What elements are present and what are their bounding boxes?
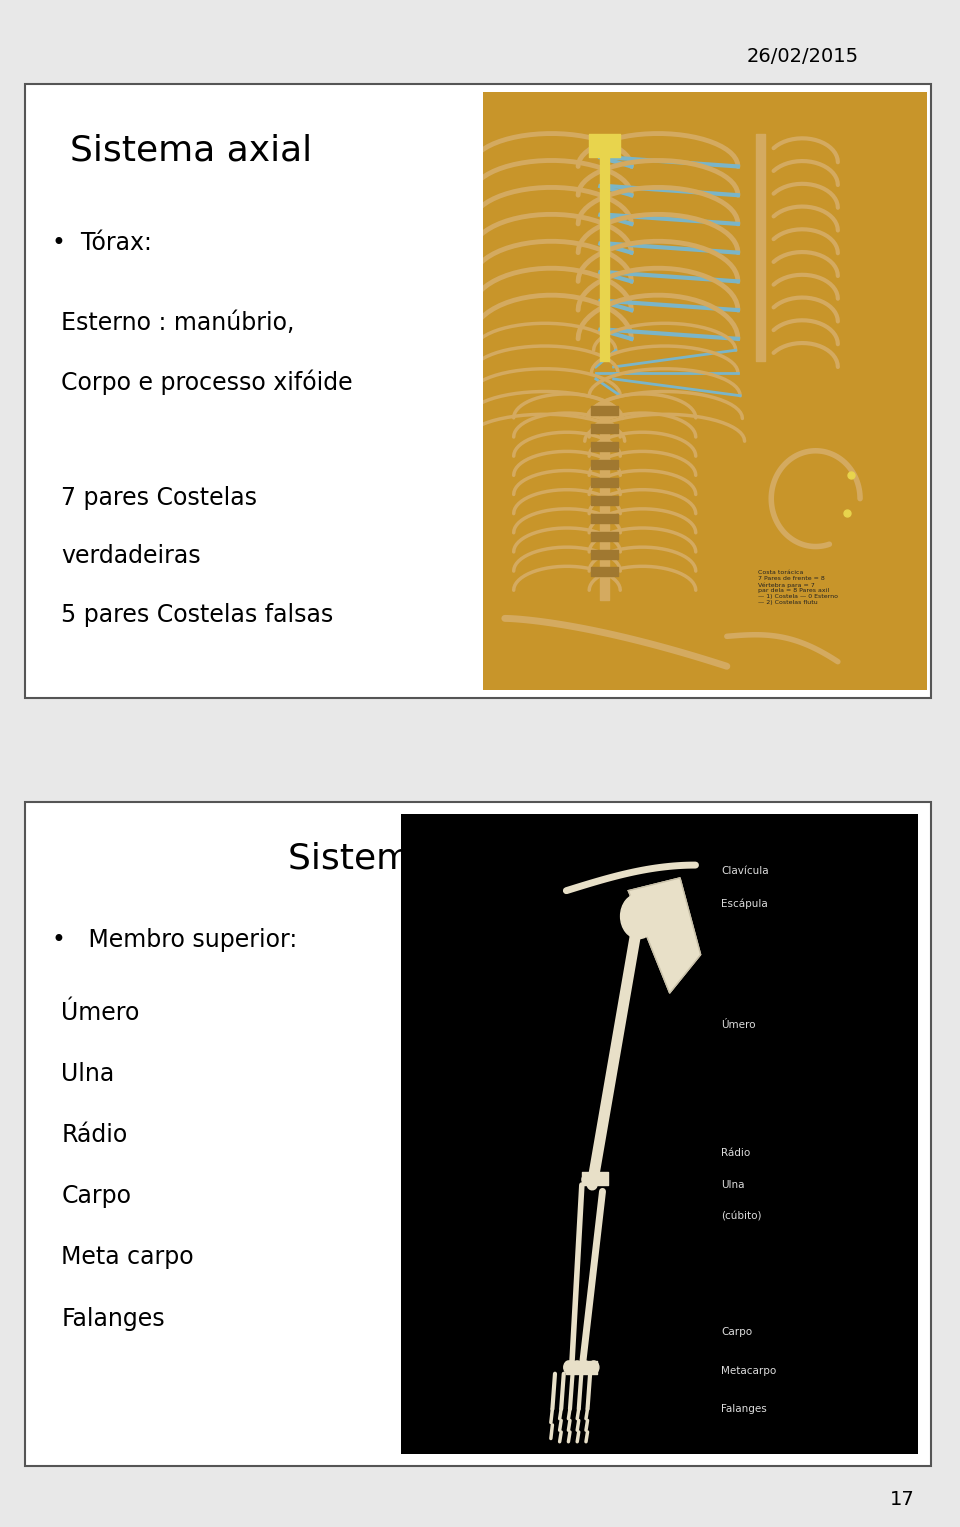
Text: Carpo: Carpo	[61, 1185, 132, 1208]
Text: Escápula: Escápula	[721, 898, 768, 909]
Text: •  Tórax:: • Tórax:	[52, 231, 152, 255]
Text: Rádio: Rádio	[61, 1124, 128, 1147]
Text: Rádio: Rádio	[721, 1148, 751, 1157]
Circle shape	[564, 1361, 574, 1374]
Text: Falanges: Falanges	[721, 1403, 767, 1414]
Text: 5 pares Costelas falsas: 5 pares Costelas falsas	[61, 603, 333, 626]
Polygon shape	[629, 878, 701, 993]
Text: Corpo e processo xifóide: Corpo e processo xifóide	[61, 370, 353, 395]
Text: 7 pares Costelas: 7 pares Costelas	[61, 486, 257, 510]
Text: Esterno : manúbrio,: Esterno : manúbrio,	[61, 312, 295, 334]
Circle shape	[620, 893, 657, 939]
Text: Carpo: Carpo	[721, 1327, 753, 1338]
Text: Meta carpo: Meta carpo	[61, 1246, 194, 1269]
Text: Sistema apendicular:: Sistema apendicular:	[288, 841, 668, 875]
Text: Ulna: Ulna	[721, 1180, 745, 1190]
Text: (cúbito): (cúbito)	[721, 1212, 762, 1222]
Text: Sistema axial: Sistema axial	[70, 133, 312, 166]
Text: Úmero: Úmero	[61, 1002, 139, 1025]
Circle shape	[572, 1361, 583, 1374]
Text: Clavícula: Clavícula	[721, 866, 769, 876]
Text: •   Membro superior:: • Membro superior:	[52, 928, 298, 951]
Text: Úmero: Úmero	[721, 1020, 756, 1031]
Text: Costa torácica
7 Pares de frente = 8
Vértebra para = 7
par dela = 8 Pares axil
—: Costa torácica 7 Pares de frente = 8 Vér…	[758, 571, 838, 605]
Circle shape	[580, 1361, 590, 1374]
Text: Metacarpo: Metacarpo	[721, 1365, 777, 1376]
Text: 26/02/2015: 26/02/2015	[747, 47, 859, 66]
Text: Falanges: Falanges	[61, 1307, 165, 1330]
Text: Ulna: Ulna	[61, 1063, 114, 1086]
Text: 17: 17	[890, 1490, 915, 1509]
Circle shape	[588, 1361, 599, 1374]
Text: verdadeiras: verdadeiras	[61, 544, 201, 568]
